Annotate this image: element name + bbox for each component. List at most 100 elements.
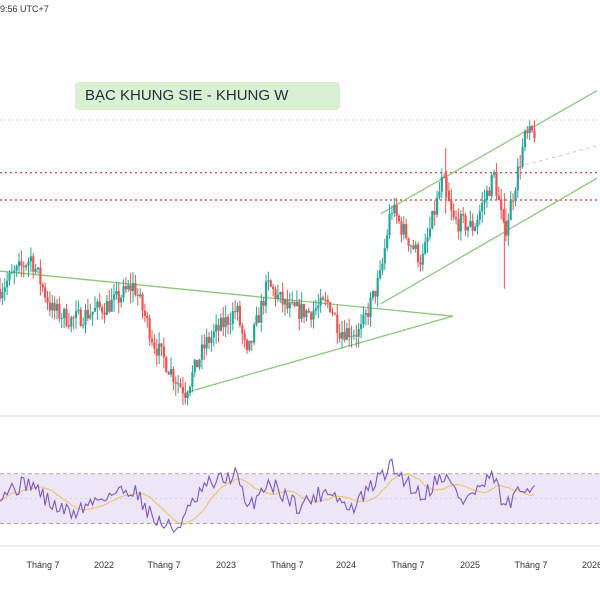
candle-body (234, 311, 237, 313)
candle-body (447, 190, 451, 202)
candle-body (93, 307, 97, 312)
candle-body (514, 190, 517, 202)
candle-body (29, 256, 32, 262)
candle-body (198, 359, 201, 368)
candle-body (300, 304, 303, 319)
candle-body (519, 166, 522, 168)
candle-body (298, 301, 301, 319)
candle-body (395, 204, 398, 216)
candle-body (409, 245, 413, 247)
candle-body (307, 310, 310, 313)
candle-body (253, 324, 256, 343)
candle-body (165, 357, 168, 373)
candle-body (459, 214, 462, 232)
candle-body (471, 220, 474, 231)
candle-body (20, 261, 23, 266)
candle-body (469, 220, 472, 227)
candle-body (162, 346, 165, 358)
candle-body (497, 195, 500, 201)
candle-body (257, 315, 261, 323)
candle-body (89, 314, 92, 319)
candle-body (141, 294, 144, 311)
candle-body (117, 291, 120, 303)
candle-body (530, 126, 534, 131)
candle-body (390, 213, 394, 215)
candle-body (283, 299, 287, 305)
candle-body (350, 336, 353, 338)
candle-body (167, 372, 170, 375)
candle-body (473, 226, 477, 231)
candle-body (13, 270, 16, 273)
candle-body (319, 297, 322, 306)
candle-body (103, 312, 106, 315)
candle-body (79, 309, 82, 326)
candle-body (98, 301, 101, 308)
candle-body (15, 266, 18, 271)
trendline-triangle-upper (0, 270, 453, 317)
candle-body (10, 272, 13, 274)
candle-body (338, 333, 341, 339)
candle-body (3, 287, 6, 292)
candle-body (376, 278, 379, 297)
candle-body (326, 300, 329, 303)
candle-body (485, 190, 489, 201)
candle-body (169, 369, 173, 375)
candle-body (63, 308, 66, 319)
candle-body (115, 291, 118, 295)
candle-body (122, 286, 125, 298)
candle-body (419, 262, 422, 265)
candle-body (464, 215, 467, 231)
candle-body (523, 131, 527, 148)
candle-body (105, 301, 108, 315)
candle-body (367, 313, 370, 317)
candle-body (526, 131, 529, 134)
candle-body (67, 325, 70, 327)
candle-body (333, 313, 337, 315)
candle-body (302, 304, 306, 318)
candle-body (305, 310, 308, 318)
candle-body (495, 172, 498, 196)
candle-body (60, 318, 63, 320)
candle-body (231, 311, 234, 324)
candle-body (207, 336, 211, 343)
candle-body (488, 190, 491, 196)
candle-body (172, 369, 175, 383)
candle-body (150, 339, 154, 343)
candle-body (276, 294, 280, 299)
candle-body (476, 219, 479, 227)
candle-body (345, 328, 348, 340)
candle-body (509, 200, 512, 221)
candle-body (236, 305, 239, 313)
candle-body (51, 302, 54, 311)
candle-body (226, 317, 230, 325)
candle-body (500, 200, 503, 210)
candle-body (134, 282, 137, 296)
candle-body (478, 211, 481, 220)
candle-body (414, 244, 417, 249)
candle-body (293, 302, 296, 306)
candle-body (70, 317, 73, 327)
candle-body (248, 340, 251, 350)
candle-body (533, 130, 536, 139)
candle-body (39, 267, 42, 285)
candle-body (77, 309, 80, 312)
candle-body (255, 315, 258, 325)
candle-body (241, 325, 244, 334)
candle-body (440, 176, 443, 192)
candle-body (110, 299, 113, 312)
candle-body (400, 221, 403, 235)
candle-body (238, 305, 242, 326)
x-tick-label: 2026 (582, 560, 600, 570)
candle-body (450, 201, 453, 211)
candle-body (272, 286, 275, 290)
candle-body (443, 176, 446, 178)
candle-body (438, 191, 441, 198)
candle-body (388, 213, 391, 236)
candle-body (96, 301, 99, 308)
candle-body (317, 305, 320, 309)
candle-body (155, 348, 158, 356)
candle-body (405, 224, 408, 239)
candle-body (369, 297, 372, 317)
candle-body (44, 287, 47, 298)
